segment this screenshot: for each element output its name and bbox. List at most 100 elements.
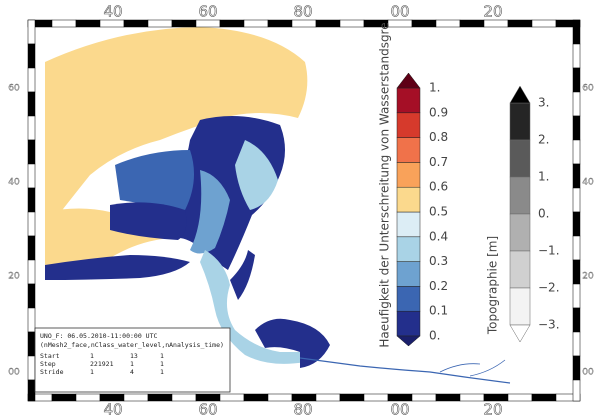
river [439, 359, 506, 377]
bottom-label: 80 [293, 401, 312, 419]
frame-segment [507, 393, 533, 402]
frame-segment [435, 19, 461, 28]
colorbar-under [396, 335, 421, 347]
colorbar-frequency: 0. 0.1 0.2 0.3 0.4 0.5 0.6 0.7 0.8 0.9 1. [396, 72, 448, 347]
colorbar-title: Topographie [m] [486, 236, 500, 335]
colorbar-label: 0.2 [429, 279, 448, 293]
bottom-label: 40 [103, 401, 122, 419]
tidal-flats [110, 202, 187, 240]
info-cell: Start [40, 352, 60, 360]
frame-segment [531, 19, 557, 28]
frame-segment [572, 139, 581, 165]
frame-segment [572, 115, 581, 141]
frame-segment [572, 211, 581, 237]
frame-segment [531, 393, 557, 402]
frame-segment [27, 331, 36, 357]
info-dims: (nMesh2_face,nClass_water_level,nAnalysi… [40, 341, 224, 349]
colorbar-label: 0.5 [429, 205, 448, 219]
info-cell: 1 [90, 368, 94, 376]
right-label: 60 [582, 84, 594, 94]
frame-segment [171, 393, 197, 402]
left-label: 20 [8, 272, 20, 282]
frame-segment [459, 19, 485, 28]
colorbar-segment [396, 186, 421, 213]
frame-segment [572, 307, 581, 333]
info-cell: 1 [160, 360, 164, 368]
colorbar-label: 0.8 [429, 130, 448, 144]
frame-segment [195, 19, 221, 28]
frame-segment [411, 19, 437, 28]
frame-segment [27, 67, 36, 93]
colorbar-segment [509, 287, 531, 326]
colorbar-topography: 3. 2. 1. 0. −1. −2. −3. [509, 85, 560, 343]
frame-segment [27, 187, 36, 213]
frame-segment [219, 19, 245, 28]
tidal-flats [115, 150, 194, 210]
frame-segment [572, 91, 581, 117]
colorbar-title: Haeufigkeit der Unterschreitung von Wass… [378, 22, 392, 347]
tidal-flats [45, 255, 190, 280]
frame-segment [123, 393, 149, 402]
frame-segment [572, 43, 581, 69]
colorbar-segment [509, 250, 531, 289]
right-label: 00 [582, 368, 594, 378]
frame-segment [27, 139, 36, 165]
colorbar-label: −3. [538, 318, 560, 332]
frame-segment [99, 19, 125, 28]
frame-segment [459, 393, 485, 402]
frequency-zone [45, 27, 308, 232]
colorbar-under [509, 324, 531, 343]
colorbar-segment [396, 261, 421, 287]
frame-segment [27, 19, 36, 45]
frame-segment [339, 393, 365, 402]
colorbar-over [509, 85, 531, 104]
info-cell: 1 [160, 368, 164, 376]
frame-segment [27, 379, 36, 402]
frame-segment [363, 393, 389, 402]
colorbar-label: −1. [538, 244, 560, 258]
colorbar-segment [396, 310, 421, 337]
frame-segment [27, 115, 36, 141]
left-label: 40 [8, 178, 20, 188]
colorbar-segment [509, 176, 531, 215]
info-cell: 13 [130, 352, 138, 360]
colorbar-segment [509, 213, 531, 252]
colorbar-label: 1. [538, 170, 549, 184]
frame-segment [51, 393, 77, 402]
top-label: 00 [390, 3, 409, 21]
frame-segment [27, 307, 36, 333]
info-cell: 1 [160, 352, 164, 360]
frame-segment [243, 393, 269, 402]
info-cell: Step [40, 360, 56, 368]
frame-segment [572, 331, 581, 357]
colorbar-label: 0.4 [429, 229, 448, 243]
colorbar-label: 0. [538, 207, 549, 221]
frame-segment [572, 283, 581, 309]
colorbar-label: 0.6 [429, 180, 448, 194]
bottom-label: 60 [198, 401, 217, 419]
tidal-flats [230, 250, 255, 300]
frame-segment [51, 19, 77, 28]
right-label: 20 [582, 272, 594, 282]
frame-segment [171, 19, 197, 28]
top-label: 60 [198, 3, 217, 21]
colorbar-segment [396, 137, 421, 163]
bottom-label: 20 [483, 401, 502, 419]
colorbar-segment [396, 162, 421, 188]
colorbar-label: 0.7 [429, 155, 448, 169]
colorbar-label: 0.9 [429, 105, 448, 119]
frame-segment [267, 393, 293, 402]
info-cell: 1 [90, 352, 94, 360]
info-cell: Stride [40, 368, 64, 376]
frame-segment [267, 19, 293, 28]
frame [27, 19, 581, 402]
bottom-label: 00 [390, 401, 409, 419]
frame-segment [572, 259, 581, 285]
frame-segment [435, 393, 461, 402]
frame-segment [315, 19, 341, 28]
colorbar-segment [396, 286, 421, 312]
frame-segment [572, 187, 581, 213]
top-label: 40 [103, 3, 122, 21]
frame-segment [572, 19, 581, 45]
